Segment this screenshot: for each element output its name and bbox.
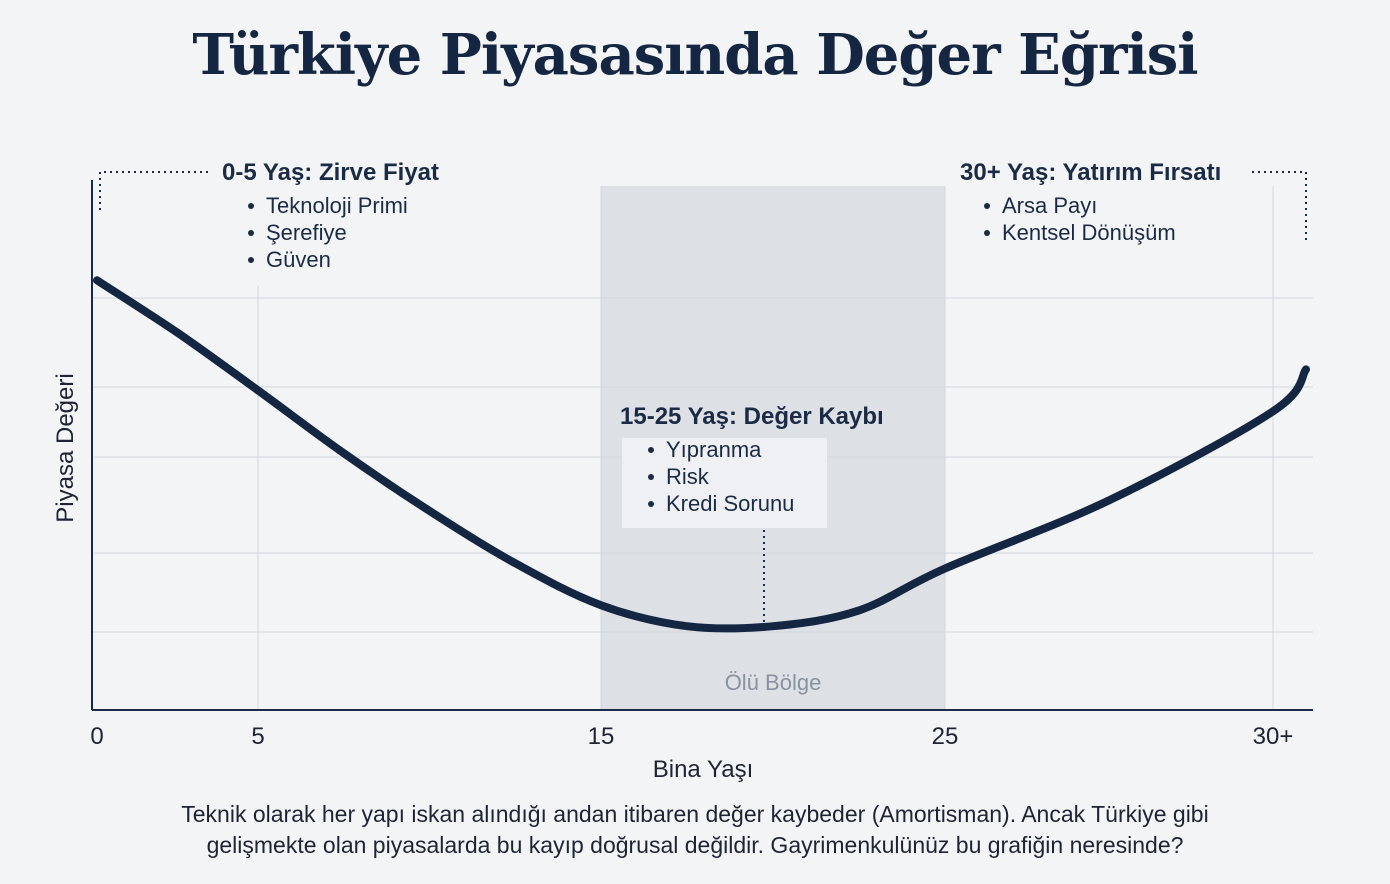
annotation-item: Risk xyxy=(666,464,710,489)
annotation-background xyxy=(622,438,827,528)
annotation-item: Arsa Payı xyxy=(1002,193,1097,218)
annotation-item: Kentsel Dönüşüm xyxy=(1002,220,1176,245)
annotation-title: 15-25 Yaş: Değer Kaybı xyxy=(620,403,884,430)
bullet-icon xyxy=(248,230,254,236)
x-tick-label: 5 xyxy=(251,723,264,750)
caption-line: Teknik olarak her yapı iskan alındığı an… xyxy=(181,801,1209,827)
annotation-block: 15-25 Yaş: Değer Kaybı YıpranmaRiskKredi … xyxy=(620,403,884,528)
caption: Teknik olarak her yapı iskan alındığı an… xyxy=(60,799,1330,861)
opportunity-connector xyxy=(1252,171,1307,240)
bullet-icon xyxy=(648,474,654,480)
annotation-item: Yıpranma xyxy=(666,437,762,462)
x-axis-label: Bina Yaşı xyxy=(653,756,754,783)
annotation-item: Teknoloji Primi xyxy=(266,193,408,218)
connector-lines xyxy=(99,171,1307,625)
annotation-title: 0-5 Yaş: Zirve Fiyat xyxy=(222,159,439,186)
bullet-icon xyxy=(248,257,254,263)
bullet-icon xyxy=(984,203,990,209)
annotation-block: 30+ Yaş: Yatırım Fırsatı Arsa PayıKentsel… xyxy=(960,159,1221,245)
x-tick-label: 15 xyxy=(588,723,615,750)
annotations: 0-5 Yaş: Zirve Fiyat Teknoloji PrimiŞeref… xyxy=(222,159,1221,528)
bullet-icon xyxy=(248,203,254,209)
x-tick-label: 25 xyxy=(932,723,959,750)
caption-line: gelişmekte olan piyasalarda bu kayıp doğ… xyxy=(206,832,1184,858)
annotation-item: Kredi Sorunu xyxy=(666,491,794,516)
annotation-item: Şerefiye xyxy=(266,220,347,245)
annotation-item: Güven xyxy=(266,247,331,272)
bullet-icon xyxy=(984,230,990,236)
x-tick-labels: 0 5 15 25 30+ xyxy=(90,723,1293,750)
annotation-title: 30+ Yaş: Yatırım Fırsatı xyxy=(960,159,1221,186)
y-axis-label: Piyasa Değeri xyxy=(52,373,79,522)
page-title: Türkiye Piyasasında Değer Eğrisi xyxy=(192,22,1198,88)
x-tick-label: 0 xyxy=(90,723,103,750)
bullet-icon xyxy=(648,501,654,507)
value-curve-line xyxy=(93,276,1310,633)
peak-connector xyxy=(99,171,212,210)
bullet-icon xyxy=(648,447,654,453)
x-tick-label: 30+ xyxy=(1253,723,1294,750)
dead-zone-label: Ölü Bölge xyxy=(725,670,822,695)
annotation-block: 0-5 Yaş: Zirve Fiyat Teknoloji PrimiŞeref… xyxy=(222,159,439,272)
